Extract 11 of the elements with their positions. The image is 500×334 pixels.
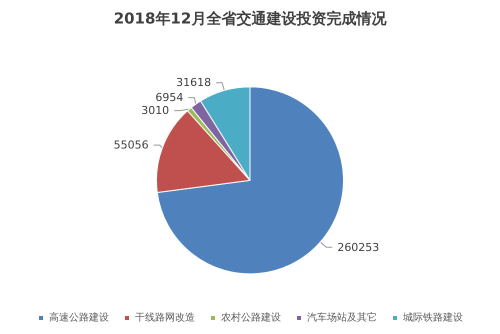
chart-title: 2018年12月全省交通建设投资完成情况 xyxy=(114,10,388,28)
data-label: 3010 xyxy=(141,104,170,118)
legend-label: 城际铁路建设 xyxy=(402,312,463,324)
data-label: 260253 xyxy=(337,240,380,254)
data-label: 55056 xyxy=(114,138,149,152)
data-label: 31618 xyxy=(176,76,212,90)
data-label: 6954 xyxy=(155,91,184,104)
legend-label: 汽车场站及其它 xyxy=(307,312,377,324)
legend-label: 干线路网改造 xyxy=(135,312,195,324)
legend-label: 高速公路建设 xyxy=(49,312,109,324)
legend-label: 农村公路建设 xyxy=(221,312,281,324)
